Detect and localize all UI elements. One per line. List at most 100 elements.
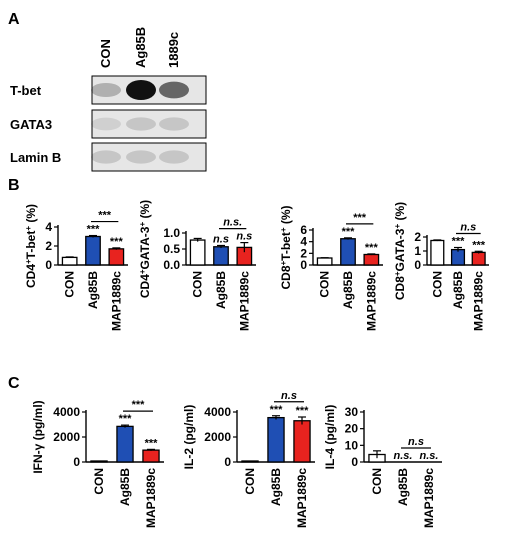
category-label: Ag85B bbox=[451, 271, 465, 309]
y-tick-label: 4 bbox=[300, 235, 307, 249]
category-label: Ag85B bbox=[269, 468, 283, 506]
y-axis-label-part: CD4 bbox=[138, 274, 152, 298]
blot-band bbox=[126, 117, 156, 131]
blot-band bbox=[126, 150, 156, 164]
y-axis-label-part: + bbox=[279, 261, 288, 266]
y-axis-label-part: CD4 bbox=[24, 264, 38, 288]
y-axis-label: IFN-γ (pg/ml) bbox=[31, 400, 45, 473]
bracket-significance: n.s bbox=[281, 390, 297, 402]
category-label: Ag85B bbox=[341, 271, 355, 309]
chart-6: 0 2000 4000 IL-2 (pg/ml) CON *** Ag85B *** MAP18… bbox=[182, 390, 315, 528]
category-label: CON bbox=[318, 271, 332, 298]
y-axis-label: CD8+GATA-3+ (%) bbox=[393, 202, 408, 300]
bar-significance: *** bbox=[296, 405, 310, 417]
y-axis-label: CD8+T-bet+ (%) bbox=[279, 205, 294, 289]
y-axis-label-part: + bbox=[393, 271, 402, 276]
category-label: Ag85B bbox=[214, 271, 228, 309]
y-tick-label: 0 bbox=[351, 455, 358, 469]
y-tick-label: 6 bbox=[300, 223, 307, 237]
y-tick-label: 0 bbox=[45, 258, 52, 272]
y-axis-label: IL-4 (pg/ml) bbox=[323, 405, 337, 470]
blot-lane-label: CON bbox=[98, 39, 113, 68]
blot-row-label: GATA3 bbox=[10, 117, 52, 132]
y-axis-label-part: + bbox=[279, 227, 288, 232]
bar-map1889c bbox=[471, 251, 486, 266]
y-axis-label-part: GATA-3 bbox=[393, 228, 407, 271]
y-tick-label: 0 bbox=[300, 258, 307, 272]
bar-significance: *** bbox=[365, 242, 379, 254]
bar-significance: *** bbox=[452, 236, 466, 248]
bar-ag85b bbox=[450, 248, 466, 266]
category-label: CON bbox=[92, 468, 106, 495]
bar-ag85b bbox=[340, 238, 356, 266]
y-axis-label-part: CD8 bbox=[279, 265, 293, 289]
bracket-significance: *** bbox=[353, 212, 367, 224]
bar-ag85b bbox=[85, 235, 101, 266]
blot-band bbox=[91, 150, 121, 164]
bar-con bbox=[316, 257, 333, 266]
bar-ag85b bbox=[116, 425, 134, 463]
y-axis-label-part: (%) bbox=[279, 205, 293, 227]
y-tick-label: 2 bbox=[45, 239, 52, 253]
y-axis-label-part: IFN-γ (pg/ml) bbox=[31, 400, 45, 473]
y-tick-label: 10 bbox=[345, 438, 359, 452]
y-axis-label-part: T-bet bbox=[24, 231, 38, 260]
y-tick-label: 1 bbox=[414, 244, 421, 258]
y-axis-label: CD4+GATA-3+ (%) bbox=[138, 200, 153, 298]
bracket-significance: n.s bbox=[460, 222, 476, 234]
category-label: CON bbox=[191, 271, 205, 298]
blot-lane-label: 1889c bbox=[166, 32, 181, 68]
bar-con bbox=[430, 239, 445, 266]
y-axis-label-part: + bbox=[393, 224, 402, 229]
bracket-significance: *** bbox=[132, 399, 146, 411]
chart-5: 0 2000 4000 IFN-γ (pg/ml) CON *** Ag85B *** MAP1… bbox=[31, 399, 164, 528]
blot-band bbox=[91, 83, 121, 97]
bar-ag85b bbox=[213, 246, 229, 266]
y-tick-label: 4 bbox=[45, 220, 52, 234]
y-tick-label: 0.5 bbox=[163, 242, 180, 256]
category-label: Ag85B bbox=[86, 271, 100, 309]
blot-band bbox=[126, 80, 156, 100]
blot-strip bbox=[91, 142, 207, 172]
category-label: MAP1889c bbox=[472, 271, 486, 331]
bar-con bbox=[189, 239, 206, 266]
y-tick-label: 4000 bbox=[204, 405, 231, 419]
bracket-significance: *** bbox=[98, 210, 112, 222]
y-axis-label-part: (%) bbox=[24, 204, 38, 226]
y-tick-label: 30 bbox=[345, 405, 359, 419]
category-label: MAP1889c bbox=[295, 468, 309, 528]
panel-letter-a: A bbox=[8, 11, 20, 28]
bracket-significance: n.s. bbox=[223, 217, 242, 229]
category-label: MAP1889c bbox=[422, 468, 436, 528]
y-axis-label: CD4+T-bet+ (%) bbox=[24, 204, 39, 288]
bar-map1889c bbox=[363, 253, 380, 266]
blot-band bbox=[159, 150, 189, 164]
bar-map1889c bbox=[293, 420, 311, 463]
y-tick-label: 0 bbox=[414, 258, 421, 272]
blot-row-label: Lamin B bbox=[10, 150, 61, 165]
category-label: MAP1889c bbox=[364, 271, 378, 331]
y-axis-label-part: + bbox=[138, 222, 147, 227]
bar-map1889c bbox=[142, 449, 160, 463]
category-label: CON bbox=[63, 271, 77, 298]
bar-significance: n.s bbox=[213, 233, 229, 245]
bar-significance: n.s. bbox=[420, 450, 439, 462]
bar-ag85b bbox=[267, 416, 285, 463]
bar-significance: *** bbox=[342, 226, 356, 238]
bar-significance: *** bbox=[87, 224, 101, 236]
y-axis-label-part: T-bet bbox=[279, 232, 293, 261]
y-axis-label-part: + bbox=[24, 226, 33, 231]
bar-significance: *** bbox=[270, 404, 284, 416]
y-tick-label: 2 bbox=[300, 246, 307, 260]
category-label: Ag85B bbox=[118, 468, 132, 506]
bracket-significance: n.s bbox=[408, 436, 424, 448]
y-tick-label: 20 bbox=[345, 422, 359, 436]
blot-row-label: T-bet bbox=[10, 83, 42, 98]
bar-map1889c bbox=[108, 248, 125, 266]
category-label: MAP1889c bbox=[109, 271, 123, 331]
category-label: CON bbox=[243, 468, 257, 495]
y-axis-label: IL-2 (pg/ml) bbox=[182, 405, 196, 470]
